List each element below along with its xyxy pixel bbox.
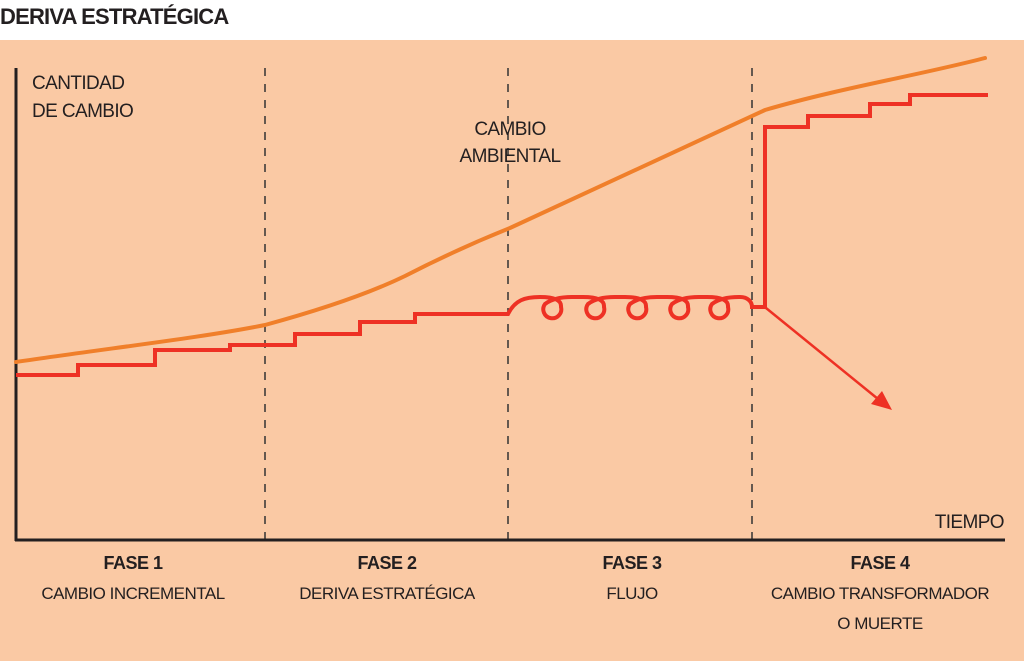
arrowhead-icon [871, 391, 892, 410]
phase-labels: FASE 1 CAMBIO INCREMENTAL FASE 2 DERIVA EST… [41, 553, 990, 633]
diagram-title: DERIVA ESTRATÉGICA [0, 4, 229, 29]
annotation-line2: AMBIENTAL [460, 146, 561, 167]
y-axis-label-line1: CANTIDAD [32, 73, 124, 94]
death-trajectory-line [765, 307, 879, 400]
strategy-change-line [16, 93, 988, 377]
phase-4-name: FASE 4 [850, 553, 910, 573]
phase-1-description: CAMBIO INCREMENTAL [41, 584, 224, 603]
phase-4-description: O MUERTE [837, 614, 923, 633]
phase-1-name: FASE 1 [103, 553, 163, 573]
phase-2-description: DERIVA ESTRATÉGICA [299, 584, 476, 603]
phase-3-name: FASE 3 [602, 553, 662, 573]
environmental-change-line [14, 56, 987, 364]
phase-3-description: FLUJO [606, 584, 658, 603]
annotation-line1: CAMBIO [474, 119, 545, 140]
phase-4-description: CAMBIO TRANSFORMADOR [771, 584, 989, 603]
phase-2-name: FASE 2 [357, 553, 417, 573]
x-axis-label: TIEMPO [935, 512, 1004, 533]
y-axis-label-line2: DE CAMBIO [32, 101, 133, 122]
